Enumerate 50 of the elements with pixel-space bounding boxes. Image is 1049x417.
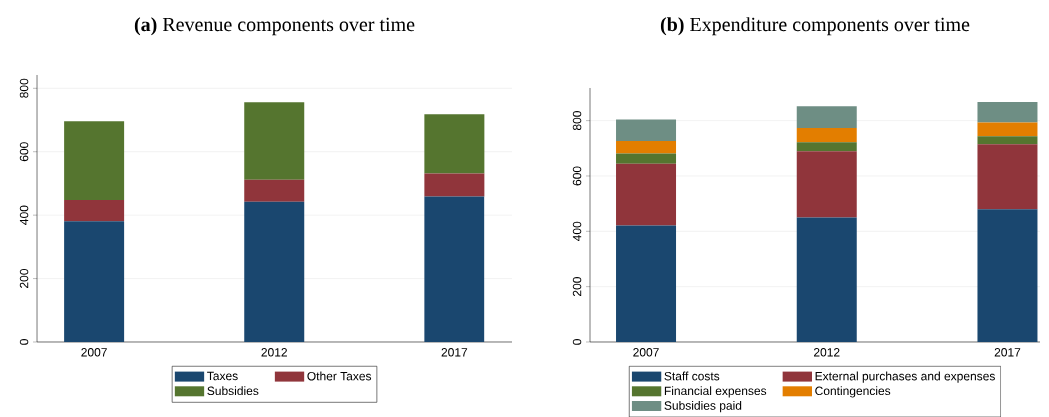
bar xyxy=(796,142,857,152)
bar xyxy=(977,136,1038,145)
x-tick-label: 2007 xyxy=(81,348,107,357)
y-tick-label: 0 xyxy=(572,339,582,345)
x-tick-label: 2007 xyxy=(633,348,659,357)
bar xyxy=(424,114,485,174)
bar xyxy=(64,121,125,200)
legend-label: Financial expenses xyxy=(664,386,767,398)
y-tick-label: 800 xyxy=(19,78,29,98)
bar xyxy=(244,179,305,202)
bar xyxy=(796,217,857,342)
y-tick-label: 200 xyxy=(572,277,582,297)
y-tick-label: 400 xyxy=(19,205,29,225)
bar xyxy=(616,225,677,342)
bar xyxy=(977,102,1038,123)
y-tick-label: 200 xyxy=(19,269,29,288)
bar xyxy=(64,199,125,222)
y-tick-label: 600 xyxy=(572,166,582,186)
bar xyxy=(616,163,677,226)
legend-label: Subsidies paid xyxy=(664,400,742,413)
bar xyxy=(977,144,1038,210)
bar xyxy=(977,209,1038,342)
bar xyxy=(616,153,677,164)
bar xyxy=(424,196,485,342)
bar xyxy=(796,106,857,129)
chart-title: (b) Expenditure components over time xyxy=(660,17,970,36)
legend-label: Other Taxes xyxy=(307,371,372,381)
legend-label: Contingencies xyxy=(815,386,891,398)
bar xyxy=(424,173,485,197)
bar xyxy=(796,128,857,143)
x-tick-label: 2017 xyxy=(994,348,1021,357)
x-tick-label: 2017 xyxy=(441,348,468,357)
bar xyxy=(616,141,677,154)
y-tick-label: 600 xyxy=(19,142,29,162)
bar xyxy=(796,151,857,218)
x-tick-label: 2012 xyxy=(261,348,287,357)
bar xyxy=(244,201,305,342)
y-tick-label: 400 xyxy=(572,221,582,242)
x-tick-label: 2012 xyxy=(814,348,840,357)
chart-title: (a) Revenue components over time xyxy=(134,17,415,36)
legend-label: External purchases and expenses xyxy=(815,371,995,383)
bar xyxy=(64,221,125,342)
legend-label: Taxes xyxy=(207,371,238,381)
bar xyxy=(977,122,1038,137)
legend-label: Subsidies xyxy=(207,386,259,396)
y-tick-label: 0 xyxy=(19,339,29,345)
y-tick-label: 800 xyxy=(572,111,582,131)
bar xyxy=(616,119,677,142)
bar xyxy=(244,102,305,180)
legend-label: Staff costs xyxy=(664,371,720,381)
